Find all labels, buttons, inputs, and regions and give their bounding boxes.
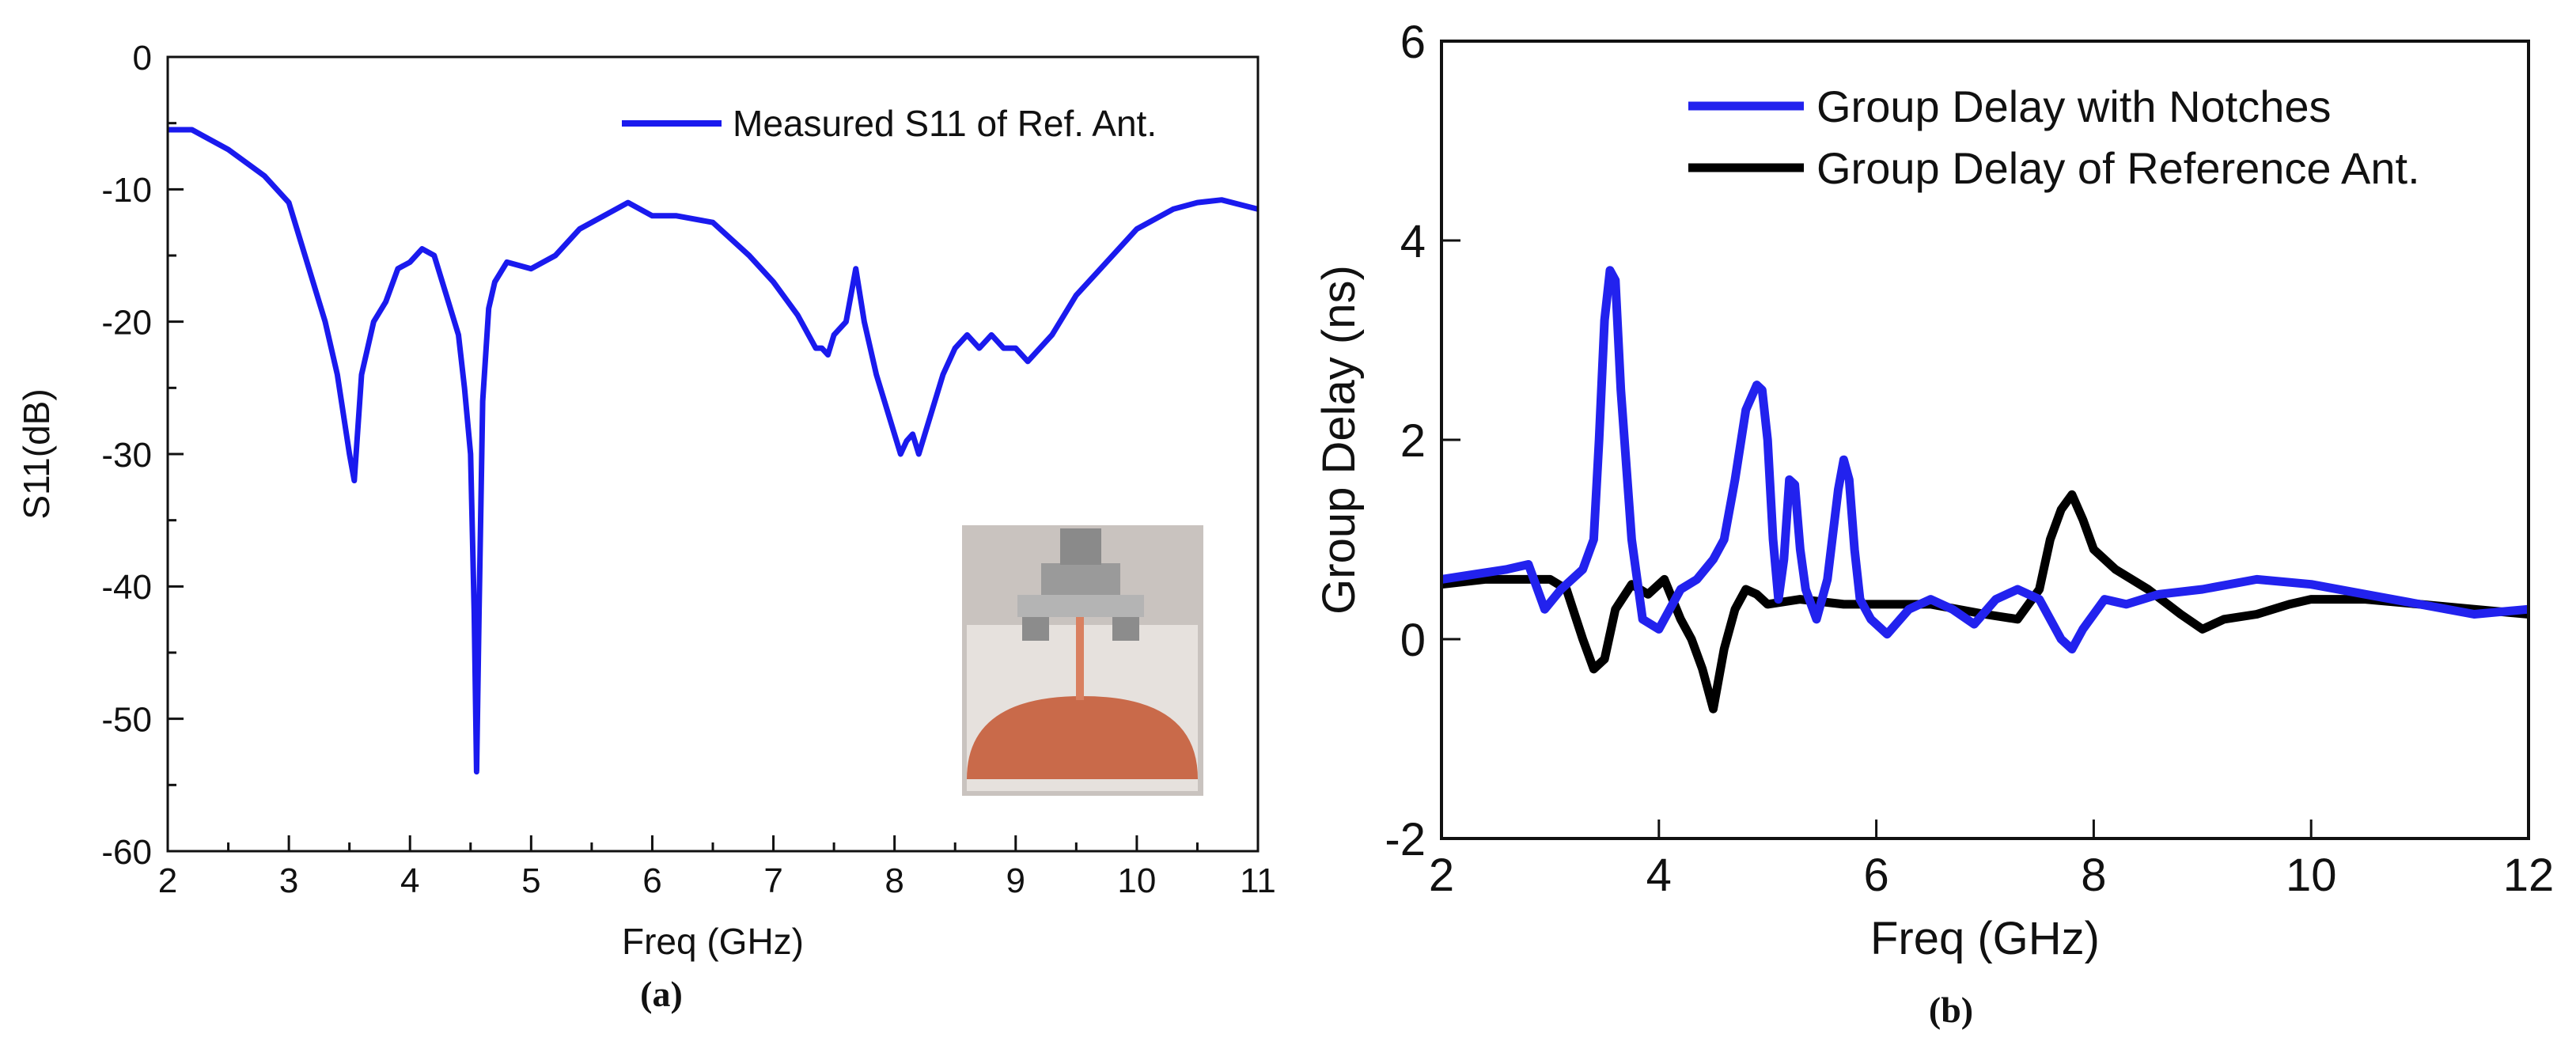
panel-b-y-axis-title: Group Delay (ns) [1313, 265, 1365, 615]
y-tick-label-3: 4 [1400, 216, 1426, 267]
series-line-group-delay-notches [1441, 266, 2529, 654]
x-tick-label-0: 2 [158, 861, 177, 900]
panel-a-x-axis-title: Freq (GHz) [622, 921, 804, 962]
legend-label-measured-s11: Measured S11 of Ref. Ant. [733, 103, 1157, 144]
panel-b-x-axis-title: Freq (GHz) [1870, 913, 2100, 964]
y-tick-label-1: 0 [1400, 615, 1426, 666]
inset-connector-pin [1060, 528, 1101, 565]
x-tick-label-4: 10 [2286, 850, 2337, 901]
inset-connector-leg-left [1022, 617, 1049, 641]
y-tick-label-4: -20 [101, 304, 152, 343]
y-tick-label-6: 0 [133, 39, 152, 78]
inset-connector-flange [1017, 595, 1144, 617]
x-tick-label-5: 7 [763, 861, 782, 900]
y-tick-label-1: -50 [101, 701, 152, 740]
x-tick-label-1: 3 [279, 861, 298, 900]
panel-a: 2 3 4 5 6 7 8 9 10 11 -60 -50 -40 -30 -20 -10 0 Measured… [16, 39, 1276, 1014]
x-tick-label-5: 12 [2503, 850, 2555, 901]
y-tick-label-0: -2 [1385, 814, 1426, 865]
y-tick-label-2: 2 [1400, 415, 1426, 467]
series-line-group-delay-reference [1441, 490, 2529, 714]
series-line-measured-s11 [168, 127, 1259, 775]
x-tick-label-7: 9 [1006, 861, 1025, 900]
y-tick-label-2: -40 [101, 568, 152, 607]
panel-b-tick-labels: 2 4 6 8 10 12 -2 0 2 4 6 [1385, 17, 2554, 901]
x-tick-label-2: 4 [400, 861, 419, 900]
x-tick-label-0: 2 [1429, 850, 1454, 901]
panel-a-ticks [166, 55, 1260, 853]
panel-b-plot-frame [1440, 40, 2530, 840]
panel-b-caption: (b) [1929, 990, 1973, 1030]
panel-a-caption: (a) [640, 974, 683, 1014]
x-tick-label-1: 4 [1646, 850, 1672, 901]
panel-b-legend: Group Delay with Notches Group Delay of … [1688, 81, 2420, 193]
inset-connector-body [1041, 563, 1120, 595]
x-tick-label-3: 8 [2081, 850, 2106, 901]
inset-patch [967, 696, 1198, 779]
x-tick-label-8: 10 [1117, 861, 1156, 900]
x-tick-label-2: 6 [1863, 850, 1888, 901]
panel-a-tick-labels: 2 3 4 5 6 7 8 9 10 11 -60 -50 -40 -30 -20 -10 0 [101, 39, 1275, 900]
panel-b: 2 4 6 8 10 12 -2 0 2 4 6 Group Delay with Notches … [1313, 17, 2554, 1030]
x-tick-label-3: 5 [521, 861, 540, 900]
legend-label-group-delay-reference: Group Delay of Reference Ant. [1816, 143, 2420, 193]
y-tick-label-4: 6 [1400, 17, 1426, 68]
y-tick-label-0: -60 [101, 833, 152, 872]
legend-label-group-delay-notches: Group Delay with Notches [1816, 81, 2332, 131]
antenna-photo-inset [962, 525, 1203, 796]
x-tick-label-9: 11 [1240, 861, 1276, 900]
inset-connector-leg-right [1112, 617, 1139, 641]
x-tick-label-6: 8 [885, 861, 903, 900]
inset-feedline [1076, 617, 1084, 700]
panel-a-legend: Measured S11 of Ref. Ant. [622, 103, 1157, 144]
panel-a-plot-frame [166, 55, 1260, 853]
y-tick-label-3: -30 [101, 436, 152, 475]
y-tick-label-5: -10 [101, 171, 152, 210]
panel-a-y-axis-title: S11(dB) [16, 388, 57, 519]
x-tick-label-4: 6 [642, 861, 661, 900]
